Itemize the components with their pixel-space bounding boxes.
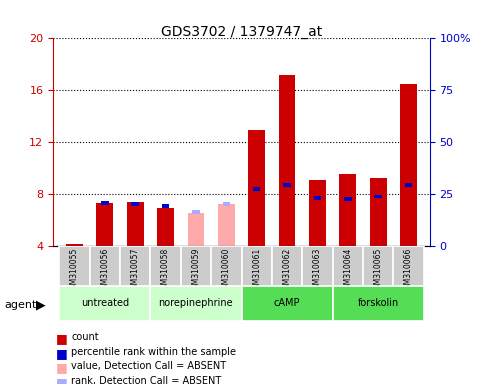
Bar [309,180,326,246]
Bar [66,245,83,246]
Text: count: count [71,332,99,342]
Bar [211,246,242,286]
Text: agent: agent [5,300,37,310]
Bar [101,201,109,205]
Text: norepinephrine: norepinephrine [158,298,233,308]
Bar [344,197,352,201]
Text: untreated: untreated [81,298,129,308]
Bar [181,246,211,286]
Bar [97,203,113,246]
Bar [150,246,181,286]
Text: ▶: ▶ [36,299,46,312]
Bar [302,246,333,286]
Bar [313,196,321,200]
Bar [192,210,200,214]
Text: forskolin: forskolin [357,298,399,308]
Text: GSM310062: GSM310062 [283,248,292,294]
Bar [131,202,139,206]
Text: GSM310055: GSM310055 [70,248,79,294]
Bar [157,208,174,246]
Bar [150,286,242,321]
Bar [279,74,296,246]
Text: ■: ■ [56,347,67,360]
Bar [59,286,150,321]
Text: value, Detection Call = ABSENT: value, Detection Call = ABSENT [71,361,227,371]
Bar [333,246,363,286]
Bar [370,178,386,246]
Text: GSM310060: GSM310060 [222,248,231,294]
Bar [374,195,382,199]
Text: rank, Detection Call = ABSENT: rank, Detection Call = ABSENT [71,376,222,384]
Text: GSM310058: GSM310058 [161,248,170,294]
Text: GSM310059: GSM310059 [191,248,200,294]
Text: GSM310064: GSM310064 [343,248,352,294]
Text: GSM310065: GSM310065 [374,248,383,294]
Text: GSM310056: GSM310056 [100,248,109,294]
Bar [283,183,291,187]
Bar [340,174,356,246]
Text: ■: ■ [56,332,67,345]
Bar [127,202,143,246]
Bar [120,246,150,286]
Text: cAMP: cAMP [274,298,300,308]
Text: GSM310066: GSM310066 [404,248,413,294]
Bar [242,246,272,286]
Text: GDS3702 / 1379747_at: GDS3702 / 1379747_at [161,25,322,39]
Bar [187,214,204,246]
Bar [272,246,302,286]
Bar [405,183,412,187]
Bar [59,246,89,286]
Bar [162,204,170,207]
Text: GSM310063: GSM310063 [313,248,322,294]
Bar [89,246,120,286]
Bar [400,84,417,246]
Text: GSM310061: GSM310061 [252,248,261,294]
Bar [363,246,394,286]
Bar [218,204,235,246]
Bar [223,202,230,206]
Text: GSM310057: GSM310057 [131,248,140,294]
Bar [248,131,265,246]
Text: ■: ■ [56,361,67,374]
Bar [242,286,333,321]
Text: percentile rank within the sample: percentile rank within the sample [71,347,237,357]
Bar [253,187,260,191]
Bar [333,286,424,321]
Text: ■: ■ [56,376,67,384]
Bar [394,246,424,286]
